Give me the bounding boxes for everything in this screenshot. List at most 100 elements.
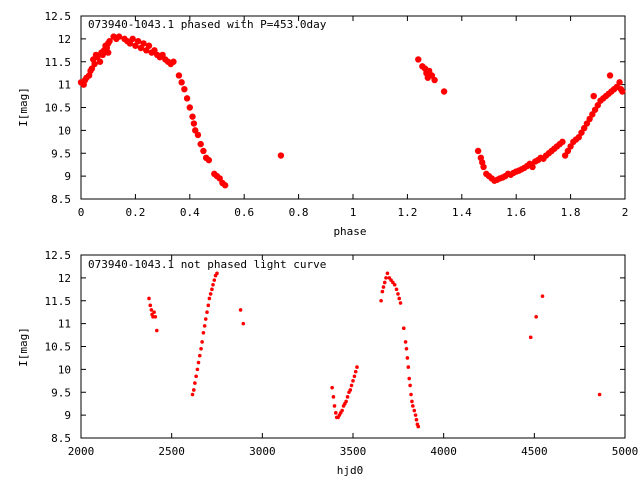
unphased-data-point xyxy=(398,301,403,305)
phased-data-point xyxy=(194,131,202,139)
phased-data-point xyxy=(277,152,285,159)
unphased-data-point xyxy=(238,308,243,312)
unphased-data-point xyxy=(405,356,410,360)
unphased-data-point xyxy=(148,303,153,308)
unphased-data-point xyxy=(540,294,545,298)
unphased-data-point xyxy=(147,296,151,301)
phased-ytick-label: 10 xyxy=(58,124,71,137)
unphased-data-point xyxy=(206,303,211,308)
unphased-data-point xyxy=(205,310,209,314)
unphased-data-point xyxy=(200,340,204,344)
unphased-data-point xyxy=(199,346,203,351)
unphased-ytick-label: 12.5 xyxy=(45,249,72,262)
phased-data-point xyxy=(431,76,438,84)
unphased-data-point xyxy=(211,282,215,287)
unphased-ytick-label: 11 xyxy=(58,318,71,331)
unphased-data-point xyxy=(352,374,357,379)
unphased-data-point xyxy=(412,408,417,413)
unphased-data-point xyxy=(534,314,538,319)
unphased-plot-frame xyxy=(80,254,626,439)
unphased-data-point xyxy=(149,308,154,312)
phased-data-point xyxy=(175,72,183,79)
phased-ytick-label: 12 xyxy=(58,33,71,46)
unphased-data-point xyxy=(597,392,602,397)
unphased-plot-ticks: 2000 2500 3000 3500 4000 4500 5000 8.5 9 9.5 10 10.… xyxy=(45,249,639,458)
phased-data-point xyxy=(590,92,597,100)
phased-xtick-label: 2 xyxy=(622,206,629,219)
unphased-data-point xyxy=(403,340,408,344)
unphased-data-point xyxy=(406,365,411,369)
unphased-data-point xyxy=(212,278,217,282)
unphased-data-point xyxy=(208,292,213,296)
phased-data-point xyxy=(205,156,213,164)
unphased-data-point xyxy=(396,292,400,296)
unphased-data-point xyxy=(215,271,219,276)
phased-data-point xyxy=(617,86,625,93)
phased-plot-ticks: 0 0.2 0.4 0.6 0.8 1 1.2 1.4 1.6 1.8 2 8.5 9 9.5 10 10.5… xyxy=(45,10,629,219)
unphased-xtick-label: 5000 xyxy=(612,445,639,458)
unphased-data-point xyxy=(333,411,338,415)
phased-data-point xyxy=(115,33,123,40)
phased-data-point xyxy=(415,56,422,63)
unphased-xtick-label: 2000 xyxy=(68,445,95,458)
phased-data-point xyxy=(105,49,112,56)
phased-data-point xyxy=(559,138,566,146)
phased-ytick-label: 11 xyxy=(58,79,71,92)
unphased-data-point xyxy=(409,392,413,397)
unphased-data-point xyxy=(332,404,337,408)
phased-data-point xyxy=(178,79,185,86)
unphased-data-point xyxy=(202,324,207,328)
phased-data-point xyxy=(96,58,104,65)
unphased-data-point xyxy=(413,413,418,417)
unphased-plot-ylabel: I[mag] xyxy=(17,327,30,367)
unphased-data-point xyxy=(193,381,197,385)
phased-plot: 0 0.2 0.4 0.6 0.8 1 1.2 1.4 1.6 1.8 2 8.5 9 9.5 10 10.5… xyxy=(17,10,628,238)
unphased-data-point xyxy=(384,276,388,280)
unphased-plot: 2000 2500 3000 3500 4000 4500 5000 8.5 9 9.5 10 10.… xyxy=(17,249,638,477)
phased-xtick-label: 0.2 xyxy=(125,206,145,219)
phased-data-point xyxy=(140,40,147,47)
phased-ytick-label: 9 xyxy=(64,170,71,183)
unphased-data-point xyxy=(197,353,202,358)
unphased-ytick-label: 12 xyxy=(58,272,71,285)
unphased-data-point xyxy=(331,395,336,399)
phased-data-point xyxy=(440,88,448,95)
phased-data-point xyxy=(170,58,177,65)
phased-xtick-label: 1.2 xyxy=(397,206,417,219)
phased-xtick-label: 1.8 xyxy=(561,206,581,219)
unphased-data-point xyxy=(345,395,350,399)
phased-data-point xyxy=(189,113,196,120)
phased-data-point xyxy=(106,37,113,45)
phased-data-point xyxy=(197,140,204,148)
phased-xtick-label: 1.4 xyxy=(452,206,472,219)
phased-ytick-label: 12.5 xyxy=(45,10,72,23)
unphased-ytick-label: 10.5 xyxy=(45,341,72,354)
unphased-data-point xyxy=(380,289,385,294)
unphased-ytick-label: 8.5 xyxy=(51,432,71,445)
unphased-ytick-label: 9 xyxy=(64,409,71,422)
unphased-data-point xyxy=(201,330,206,335)
unphased-xtick-label: 3500 xyxy=(340,445,367,458)
unphased-data-point xyxy=(410,399,414,404)
phased-plot-points xyxy=(77,33,626,189)
unphased-data-point xyxy=(353,369,358,374)
phased-data-point xyxy=(181,86,188,93)
phased-ytick-label: 10.5 xyxy=(45,102,72,115)
phased-ytick-label: 8.5 xyxy=(51,193,71,206)
unphased-data-point xyxy=(348,388,353,392)
unphased-plot-title: 073940-1043.1 not phased light curve xyxy=(88,258,326,271)
unphased-data-point xyxy=(152,310,156,314)
unphased-data-point xyxy=(349,383,354,388)
unphased-data-point xyxy=(241,321,246,326)
unphased-xtick-label: 3000 xyxy=(249,445,276,458)
unphased-data-point xyxy=(207,296,212,301)
unphased-data-point xyxy=(407,376,412,381)
unphased-data-point xyxy=(382,280,387,285)
unphased-data-point xyxy=(191,388,196,392)
unphased-data-point xyxy=(153,314,158,319)
phased-ytick-label: 9.5 xyxy=(51,147,71,160)
unphased-data-point xyxy=(392,282,397,287)
phased-xtick-label: 1 xyxy=(350,206,357,219)
unphased-ytick-label: 11.5 xyxy=(45,295,72,308)
